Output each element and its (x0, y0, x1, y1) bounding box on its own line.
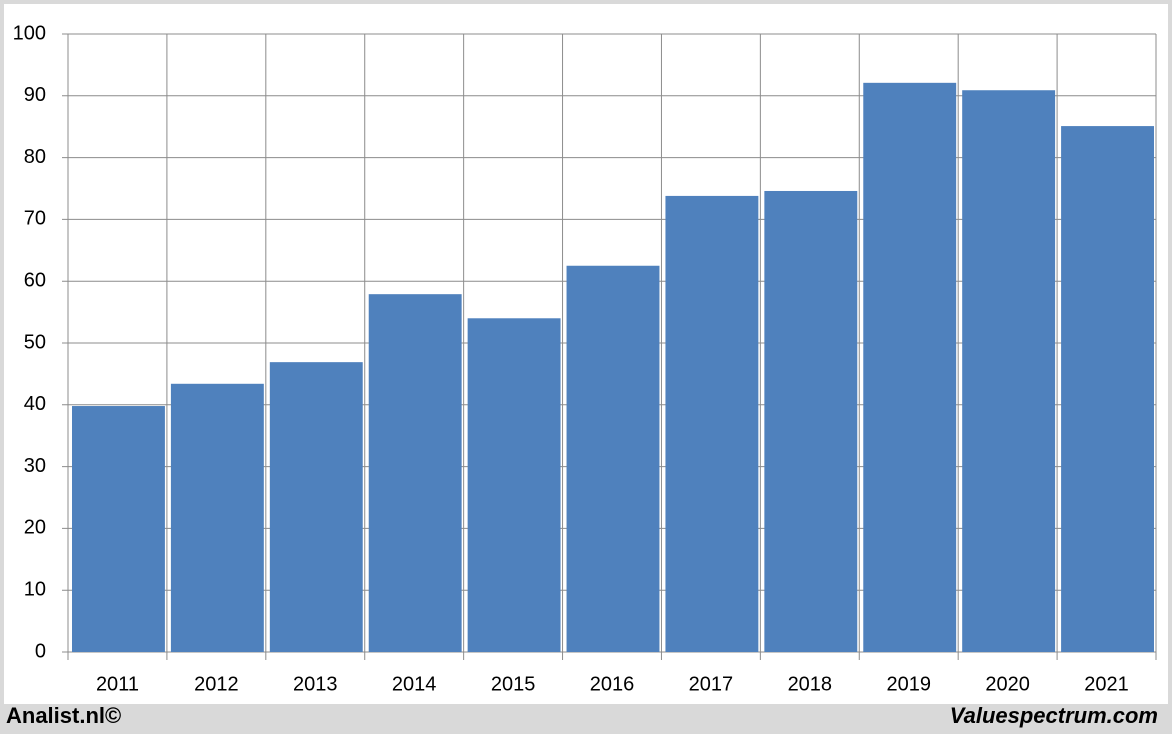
x-tick-label: 2015 (491, 673, 536, 695)
y-tick-label: 20 (24, 517, 46, 539)
y-tick-label: 0 (35, 640, 46, 662)
bar (269, 362, 363, 652)
x-tick-label: 2014 (392, 673, 437, 695)
y-tick-label: 10 (24, 578, 46, 600)
y-tick-label: 70 (24, 208, 46, 230)
x-tick-label: 2018 (788, 673, 833, 695)
bar (863, 82, 957, 652)
x-tick-label: 2013 (293, 673, 338, 695)
x-tick-label: 2019 (886, 673, 931, 695)
bar (1061, 126, 1154, 652)
bar (764, 190, 858, 653)
bar (170, 383, 264, 652)
footer-right: Valuespectrum.com (950, 703, 1158, 728)
x-tick-label: 2012 (194, 673, 239, 695)
x-tick-label: 2011 (96, 673, 139, 695)
bar (72, 406, 165, 652)
bar (566, 265, 660, 652)
y-tick-label: 100 (13, 22, 46, 44)
y-tick-label: 60 (24, 269, 46, 291)
y-tick-label: 80 (24, 146, 46, 168)
y-tick-label: 30 (24, 455, 46, 477)
y-tick-label: 50 (24, 331, 46, 353)
y-tick-label: 40 (24, 393, 46, 415)
bar (665, 195, 759, 652)
bar (962, 90, 1056, 653)
bar (368, 294, 462, 652)
x-tick-label: 2021 (1084, 673, 1129, 695)
x-tick-label: 2020 (985, 673, 1030, 695)
x-tick-label: 2016 (590, 673, 635, 695)
footer-left: Analist.nl© (6, 703, 121, 728)
x-tick-label: 2017 (689, 673, 734, 695)
bar (467, 318, 561, 652)
y-tick-label: 90 (24, 84, 46, 106)
